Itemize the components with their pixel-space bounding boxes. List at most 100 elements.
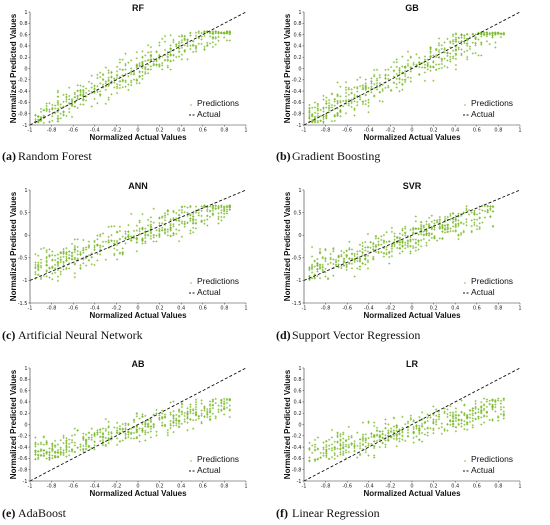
chart-title: ANN [128,181,148,191]
x-tick-label: 0.4 [177,306,185,312]
x-tick-label: -1 [28,128,33,134]
y-tick-label: 0 [298,233,301,239]
x-tick-label: -0.8 [47,306,57,312]
x-tick-label: -0.6 [68,306,78,312]
y-axis-label: Normalized Predicted Values [9,191,18,301]
predictions-points [308,31,505,124]
y-tick-label: -0.6 [292,100,302,106]
x-tick-label: 0.2 [156,306,164,312]
x-tick-label: 0.8 [220,128,228,134]
x-tick-label: -0.4 [90,306,100,312]
y-tick-label: 0.6 [294,32,302,38]
y-tick-label: -0.8 [18,112,28,118]
panel-caption: (d) Support Vector Regression [276,328,420,342]
x-tick-label: -0.4 [364,128,374,134]
x-tick-label: 0.2 [430,128,438,134]
y-tick-label: 0 [298,66,301,72]
y-tick-label: 0.4 [294,44,302,50]
legend-predictions-label: Predictions [471,276,513,286]
caption-text: Support Vector Regression [292,328,420,342]
caption-label: (b) [276,149,291,163]
x-tick-label: 0.8 [220,306,228,312]
predictions-points [34,204,231,282]
x-tick-label: 0 [410,128,413,134]
y-tick-label: 0 [24,66,27,72]
legend-box [188,275,246,299]
x-axis-label: Normalized Actual Values [89,133,187,142]
y-tick-label: 1 [298,10,301,16]
chart-panel-svr: SVR-1 -0.8 -0.6 -0.4 -0.2 0 0.2 0.4 0.6 0.8 1-1.5-… [276,181,522,342]
y-tick-label: -0.8 [292,112,302,118]
x-tick-label: -0.2 [112,128,122,134]
x-tick-label: 0.6 [199,128,207,134]
legend-actual-label: Actual [471,287,495,297]
x-tick-label: 0 [136,306,139,312]
chart-panel-ann: ANN-1 -0.8 -0.6 -0.4 -0.2 0 0.2 0.4 0.6 0.8 1-1.5-… [2,181,248,342]
caption-label: (c) [2,328,15,342]
legend-predictions-label: Predictions [197,98,239,108]
x-tick-label: -0.6 [342,306,352,312]
panel-caption: (b) Gradient Boosting [276,149,380,163]
x-tick-label: 0.4 [177,128,185,134]
predictions-points [34,30,231,124]
x-tick-label: 0.8 [494,306,502,312]
actual-line [30,190,246,281]
chart-title: AB [132,359,145,369]
x-tick-label: 0.4 [451,128,459,134]
predictions-points [34,397,231,461]
actual-line [304,12,520,125]
y-tick-label: -1 [297,278,302,284]
x-tick-label: 1 [244,128,247,134]
y-tick-label: -0.4 [292,89,302,95]
y-tick-label: 0.4 [20,44,28,50]
chart-title: RF [132,3,144,13]
chart-panel-gb: GB -1 -0.8 -0.6 -0.4 -0.2 0 0.2 0.4 0.6 0.8 1 -1 -0.8… [276,3,522,163]
x-tick-label: -0.6 [68,128,78,134]
y-tick-label: -0.2 [18,78,28,84]
x-tick-label: 1 [244,306,247,312]
y-axis-label: Normalized Predicted Values [9,13,18,123]
x-tick-label: 1 [518,128,521,134]
x-tick-label: -1 [302,306,307,312]
y-tick-label: 1 [24,188,27,194]
y-tick-label: 0.8 [294,21,302,27]
panel-caption: (a) Random Forest [2,149,92,163]
y-tick-label: 0.2 [294,55,302,61]
legend-box [188,97,246,121]
chart-title: SVR [403,181,422,191]
y-tick-label: -1 [297,123,302,129]
x-tick-label: -0.6 [342,128,352,134]
y-tick-label: -0.5 [18,256,28,262]
y-tick-label: 0.5 [294,210,302,216]
actual-line [304,190,520,281]
caption-text: Gradient Boosting [292,149,380,163]
x-tick-label: -0.4 [364,306,374,312]
y-tick-label: -0.6 [18,100,28,106]
caption-label: (a) [2,149,16,163]
y-tick-label: -1 [23,123,28,129]
x-axis-label: Normalized Actual Values [89,311,187,320]
x-tick-label: 0.6 [199,306,207,312]
y-tick-label: 0.2 [20,55,28,61]
x-tick-label: -0.8 [47,128,57,134]
legend-actual-label: Actual [197,287,221,297]
x-axis-label: Normalized Actual Values [363,311,461,320]
legend-predictions-label: Predictions [471,98,513,108]
x-tick-label: 0.8 [494,128,502,134]
x-tick-label: 0.2 [430,306,438,312]
chart-panel-rf: RF -1 -0.8 -0.6 -0.4 -0.2 0 0.2 0.4 0.6 0.8 1 -1 -0.8… [2,3,248,163]
caption-text: Random Forest [18,149,92,163]
caption-text: Artificial Neural Network [18,328,143,342]
x-tick-label: 0.2 [156,128,164,134]
y-tick-label: 1 [298,188,301,194]
x-tick-label: -1 [302,128,307,134]
y-tick-label: 1 [24,10,27,16]
x-axis-label: Normalized Actual Values [363,133,461,142]
y-tick-label: -1.5 [18,301,28,307]
legend-actual-label: Actual [471,109,495,119]
panel-caption: (c) Artificial Neural Network [2,328,143,342]
predictions-points [308,204,495,281]
x-tick-label: -0.4 [90,128,100,134]
